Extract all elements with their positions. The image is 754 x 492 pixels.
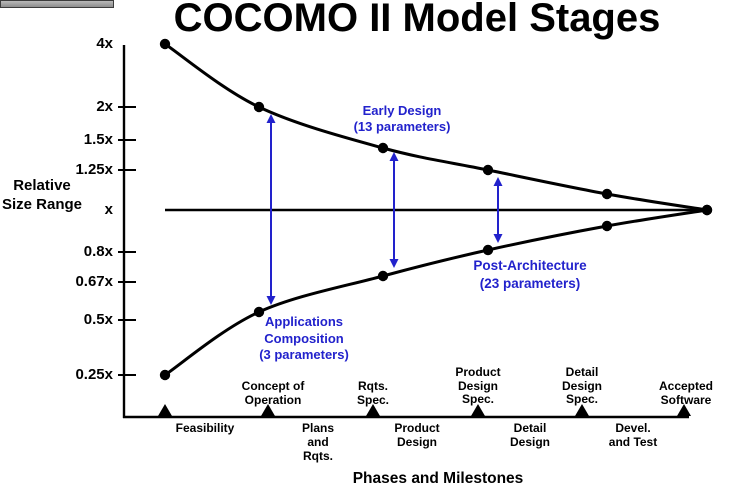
milestone-label-line: Design (457, 378, 498, 393)
milestone-label-line: Concept of (241, 379, 305, 393)
phase-label-plans-and-rqts: Plans and Rqts. (302, 421, 334, 463)
milestone-label-line: Design (561, 378, 603, 393)
y-axis-title-line: Size Range (1, 196, 83, 213)
phase-label-line: and Test (608, 435, 658, 449)
phase-label-line: Plans (301, 421, 335, 435)
y-axis-title: Relative Size Range (2, 176, 82, 214)
milestone-label-line: Detail (565, 365, 599, 379)
annotation-early-design: Early Design (13 parameters) (354, 103, 451, 134)
phase-label-line: Design (509, 435, 551, 449)
milestone-label-line: Rqts. (357, 379, 388, 393)
window-fragment (0, 0, 114, 8)
annotation-line: Applications (264, 314, 344, 329)
milestone-label-line: Spec. (461, 392, 494, 406)
milestone-label-product-design-spec: Product Design Spec. (455, 365, 501, 407)
annotation-line: (23 parameters) (479, 276, 581, 291)
y-tick-label-x: x (104, 201, 113, 218)
phase-label-line: Detail (513, 421, 547, 435)
milestone-label-line: Spec. (356, 392, 390, 407)
milestone-label-accepted-software: Accepted Software (658, 379, 714, 407)
y-tick-label-4x: 4x (96, 35, 113, 52)
phase-label-devel-and-test: Devel. and Test (609, 421, 657, 449)
slide-title: COCOMO II Model Stages (173, 0, 661, 40)
phase-label-line: and (307, 435, 329, 449)
milestone-label-line: Software (660, 392, 712, 407)
milestone-label-rqts-spec: Rqts. Spec. (356, 379, 390, 407)
phase-label-product-design: Product Design (394, 421, 439, 449)
annotation-line: Post-Architecture (473, 258, 587, 273)
phase-label-line: Product (394, 421, 440, 435)
annotation-line: Early Design (362, 103, 442, 118)
milestone-label-line: Spec. (565, 392, 599, 406)
milestone-label-line: Operation (244, 392, 302, 407)
milestone-label-concept-of-operation: Concept of Operation (241, 379, 305, 407)
milestone-label-line: Product (455, 365, 501, 379)
phase-label-detail-design: Detail Design (510, 421, 550, 449)
milestone-label-detail-design-spec: Detail Design Spec. (561, 365, 603, 407)
y-tick-label-0-25x: 0.25x (75, 366, 113, 383)
phase-label-line: Devel. (615, 421, 651, 435)
phase-label-feasibility: Feasibility (176, 421, 235, 435)
y-tick-label-0-5x: 0.5x (83, 311, 113, 328)
phase-label-line: Rqts. (302, 449, 333, 463)
y-tick-label-0-67x: 0.67x (75, 273, 113, 290)
annotation-line: Composition (264, 330, 344, 346)
annotation-applications-composition: Applications Composition (3 parameters) (259, 314, 349, 364)
y-tick-label-0-8x: 0.8x (83, 243, 113, 260)
x-axis-title: Phases and Milestones (352, 470, 524, 487)
y-tick-label-1-25x: 1.25x (75, 161, 113, 178)
phase-label-line: Feasibility (175, 421, 235, 435)
annotation-post-architecture: Post-Architecture (23 parameters) (473, 257, 586, 293)
y-tick-label-2x: 2x (96, 98, 113, 115)
annotation-line: (3 parameters) (259, 347, 349, 362)
annotation-line: (13 parameters) (353, 118, 451, 134)
milestone-label-line: Accepted (658, 379, 714, 393)
y-axis-title-line: Relative (13, 177, 71, 194)
y-tick-label-1-5x: 1.5x (83, 131, 113, 148)
phase-label-line: Design (396, 435, 437, 449)
